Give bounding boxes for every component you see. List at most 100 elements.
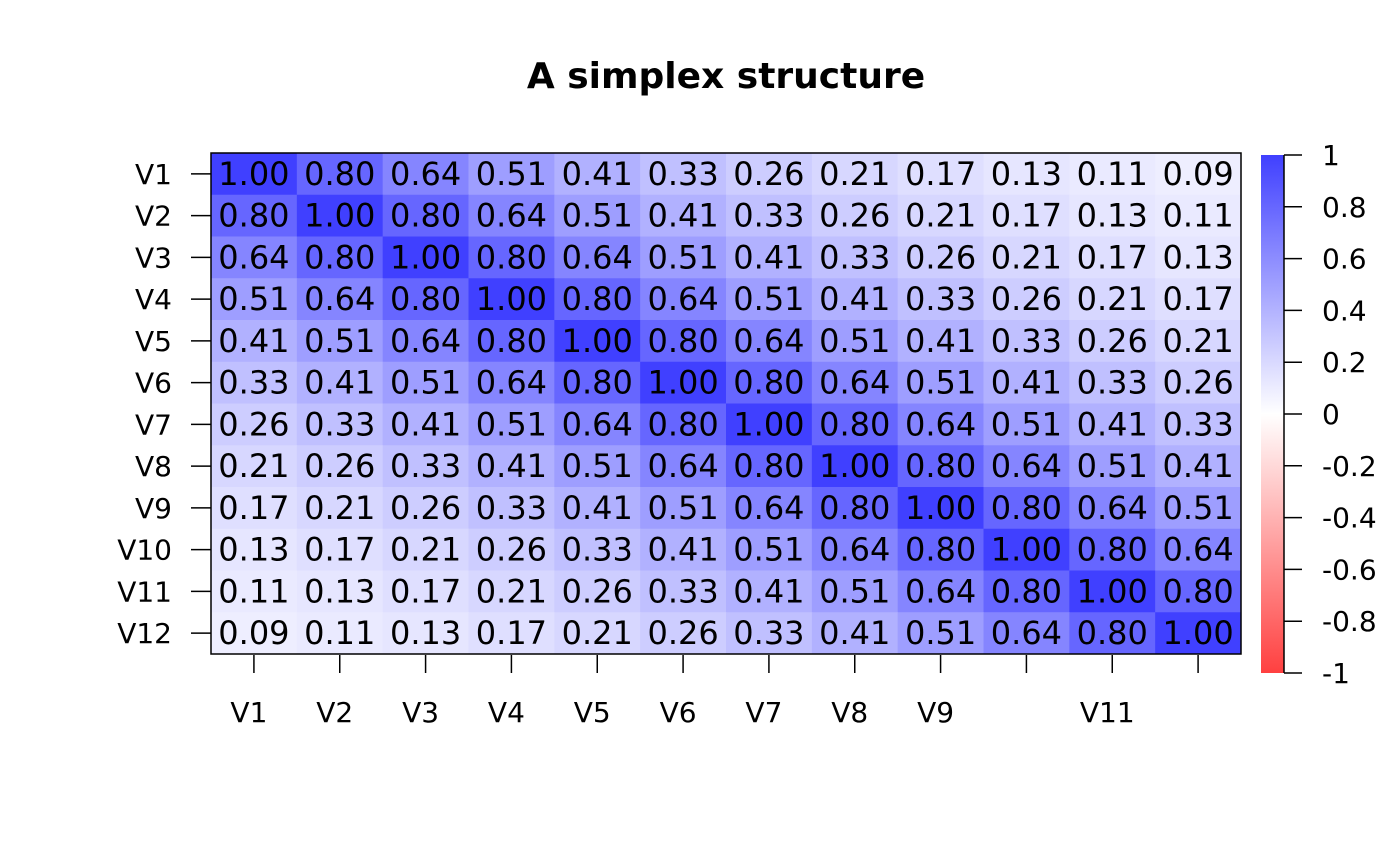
- cell: [983, 153, 1070, 196]
- cell-label: 0.80: [1077, 614, 1148, 652]
- cell: [211, 153, 298, 196]
- x-tick-label: V4: [488, 696, 525, 729]
- cell-label: 0.21: [218, 447, 289, 485]
- cell-label: 0.13: [991, 155, 1062, 193]
- x-tick-label: V5: [574, 696, 611, 729]
- cell: [1069, 361, 1156, 404]
- cell: [897, 403, 984, 446]
- cell: [1069, 612, 1156, 655]
- cell: [468, 570, 555, 613]
- cell: [1155, 612, 1242, 655]
- cell-label: 0.64: [819, 531, 890, 569]
- cell-label: 0.33: [562, 531, 633, 569]
- cell-label: 0.51: [647, 489, 718, 527]
- cell-label: 0.09: [1162, 155, 1233, 193]
- cell: [1069, 528, 1156, 571]
- color-tick-label: 0.4: [1322, 294, 1367, 327]
- cell: [1069, 445, 1156, 488]
- cell-label: 0.51: [991, 405, 1062, 443]
- cell: [211, 403, 298, 446]
- cell-label: 0.80: [476, 322, 547, 360]
- cell-label: 0.26: [819, 197, 890, 235]
- cell-label: 1.00: [1077, 572, 1148, 610]
- y-tick-label: V9: [135, 492, 172, 525]
- cell: [726, 361, 813, 404]
- cell: [1069, 487, 1156, 530]
- cell: [983, 236, 1070, 279]
- cell-label: 0.64: [562, 405, 633, 443]
- cell-label: 0.64: [991, 614, 1062, 652]
- cell: [554, 445, 641, 488]
- cell: [1155, 570, 1242, 613]
- x-tick-label: V6: [660, 696, 697, 729]
- cell: [1155, 361, 1242, 404]
- cell: [382, 153, 469, 196]
- cell: [382, 320, 469, 363]
- cell-label: 0.80: [647, 405, 718, 443]
- cell-label: 0.26: [905, 238, 976, 276]
- cell: [554, 570, 641, 613]
- cell: [468, 403, 555, 446]
- cell-label: 0.41: [991, 364, 1062, 402]
- cell: [382, 278, 469, 321]
- cell-label: 0.17: [218, 489, 289, 527]
- cell-label: 0.64: [476, 364, 547, 402]
- cell: [726, 236, 813, 279]
- cell-label: 0.21: [819, 155, 890, 193]
- cell: [1155, 236, 1242, 279]
- cell: [382, 194, 469, 237]
- cell: [382, 403, 469, 446]
- cell-label: 0.51: [733, 531, 804, 569]
- cell-label: 0.21: [390, 531, 461, 569]
- cell: [811, 153, 899, 196]
- cell: [296, 612, 384, 655]
- cell-label: 0.26: [1077, 322, 1148, 360]
- cell-label: 0.26: [390, 489, 461, 527]
- y-tick-label: V5: [135, 325, 172, 358]
- cell: [1069, 153, 1156, 196]
- cell-label: 1.00: [991, 531, 1062, 569]
- cell: [468, 194, 555, 237]
- cell-label: 0.64: [1077, 489, 1148, 527]
- cell: [468, 236, 555, 279]
- cell: [726, 570, 813, 613]
- cell-label: 0.33: [1077, 364, 1148, 402]
- cell-label: 0.21: [476, 572, 547, 610]
- cell-label: 0.64: [304, 280, 375, 318]
- cell: [726, 403, 813, 446]
- y-tick-label: V4: [135, 283, 172, 316]
- cell-label: 0.80: [991, 572, 1062, 610]
- cell: [1069, 320, 1156, 363]
- cell: [983, 612, 1070, 655]
- cell-label: 0.33: [733, 197, 804, 235]
- cell-label: 0.11: [218, 572, 289, 610]
- cell: [640, 153, 727, 196]
- cell-label: 0.41: [905, 322, 976, 360]
- cell-label: 0.17: [1162, 280, 1233, 318]
- cell: [811, 528, 899, 571]
- cell: [897, 570, 984, 613]
- cell-label: 0.64: [562, 238, 633, 276]
- cell: [382, 361, 469, 404]
- cell-label: 0.51: [562, 197, 633, 235]
- cell-label: 0.64: [905, 405, 976, 443]
- cell-label: 0.64: [819, 364, 890, 402]
- cell-label: 0.17: [390, 572, 461, 610]
- cell-label: 0.41: [819, 280, 890, 318]
- cell: [1069, 403, 1156, 446]
- cell-label: 0.51: [476, 155, 547, 193]
- cell: [1155, 528, 1242, 571]
- cell-label: 0.17: [304, 531, 375, 569]
- cell: [983, 445, 1070, 488]
- cell: [554, 487, 641, 530]
- cell-label: 0.17: [905, 155, 976, 193]
- color-tick-label: 0.6: [1322, 243, 1367, 276]
- cell: [983, 487, 1070, 530]
- color-tick-label: 1: [1322, 139, 1340, 172]
- cell: [211, 278, 298, 321]
- cell: [983, 403, 1070, 446]
- cell: [983, 194, 1070, 237]
- cell-label: 0.26: [218, 405, 289, 443]
- cell: [211, 361, 298, 404]
- cell-label: 0.17: [991, 197, 1062, 235]
